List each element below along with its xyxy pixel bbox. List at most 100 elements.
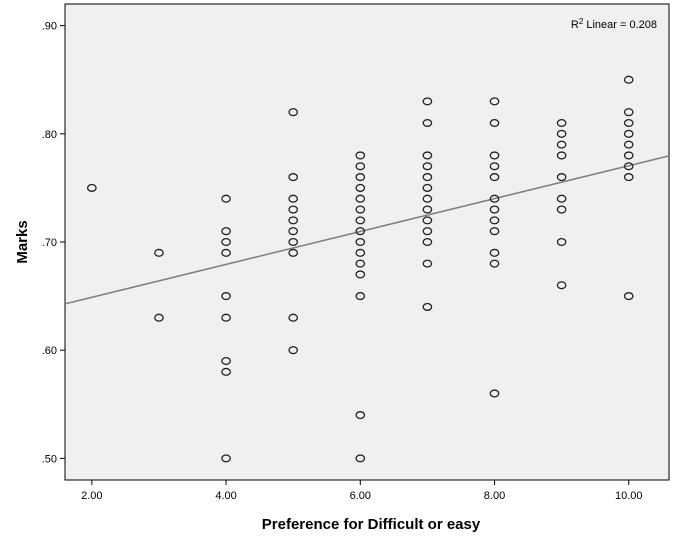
data-point [221,227,231,236]
data-point [422,173,433,182]
data-point [221,292,231,301]
data-point [489,118,500,128]
data-point [623,173,634,182]
data-point [556,194,567,203]
data-point [489,205,500,214]
data-point [355,292,366,301]
data-point [556,151,567,160]
data-point [422,194,433,203]
data-point [489,173,500,182]
data-point [489,259,500,268]
data-point [422,259,433,268]
y-tick-label: .70 [42,237,57,249]
data-point [221,367,231,376]
data-point [221,237,231,247]
x-tick-label: 8.00 [484,490,505,502]
data-point [355,151,366,160]
data-point [288,237,299,247]
fit-line-group [64,155,670,305]
data-point [288,227,299,236]
data-point [355,194,366,203]
plot-area [64,3,670,481]
data-point [86,183,97,192]
y-axis: .50 .60 .70 .80 .90 [42,21,65,465]
data-point [556,140,567,149]
r2-superscript: 2 [579,17,584,26]
data-point [221,356,231,366]
data-point [422,237,433,247]
data-point [288,205,299,214]
data-point [623,75,634,84]
data-point [422,151,433,160]
data-point [489,216,500,225]
data-point [288,248,299,257]
x-tick-label: 2.00 [81,490,102,502]
data-point [355,248,366,257]
x-tick-label: 6.00 [350,490,371,502]
data-point [355,183,366,192]
data-point [623,118,634,128]
data-point [422,216,433,225]
data-point [154,313,164,322]
y-tick-label: .60 [42,345,57,357]
y-tick-label: .80 [42,129,57,141]
data-point [422,205,433,214]
data-point [556,281,567,290]
data-point [355,237,366,247]
data-point [355,259,366,268]
data-point [355,227,366,236]
data-point [288,346,299,355]
data-point [422,227,433,236]
y-tick-label: .50 [42,453,57,465]
data-point [355,162,366,171]
data-point [623,108,634,117]
data-point [489,227,500,236]
data-point [288,194,299,203]
data-point [221,248,231,257]
data-point [422,162,433,171]
data-point [489,389,500,398]
r2-prefix: R [571,19,579,31]
y-axis-title: Marks [14,220,31,263]
data-point [623,292,634,301]
data-point [288,216,299,225]
data-point [221,194,231,203]
data-point [623,151,634,160]
data-point [623,129,634,138]
data-point [355,216,366,225]
x-tick-label: 10.00 [615,490,643,502]
data-point [422,302,433,311]
data-point [288,313,299,322]
data-point [154,248,164,257]
data-point [489,194,500,203]
data-point [489,97,500,106]
data-point [355,270,366,279]
data-point [355,454,366,463]
y-tick-label: .90 [42,21,57,33]
data-point [489,162,500,171]
x-tick-label: 4.00 [215,490,236,502]
data-point [489,151,500,160]
data-points [86,75,634,463]
data-point [422,183,433,192]
data-point [422,97,433,106]
data-point [288,173,299,182]
x-axis-title: Preference for Difficult or easy [262,516,481,533]
data-point [422,118,433,128]
fit-line [64,155,670,305]
data-point [556,237,567,247]
data-point [623,162,634,171]
data-point [288,108,299,117]
data-point [355,205,366,214]
data-point [556,118,567,128]
data-point [556,205,567,214]
r2-annotation: R2 Linear = 0.208 [571,17,657,31]
data-point [489,248,500,257]
r2-suffix: Linear = 0.208 [583,19,657,31]
data-point [355,173,366,182]
data-point [623,140,634,149]
data-point [221,313,231,322]
data-point [556,173,567,182]
x-axis: 2.00 4.00 6.00 8.00 10.00 [81,480,642,502]
